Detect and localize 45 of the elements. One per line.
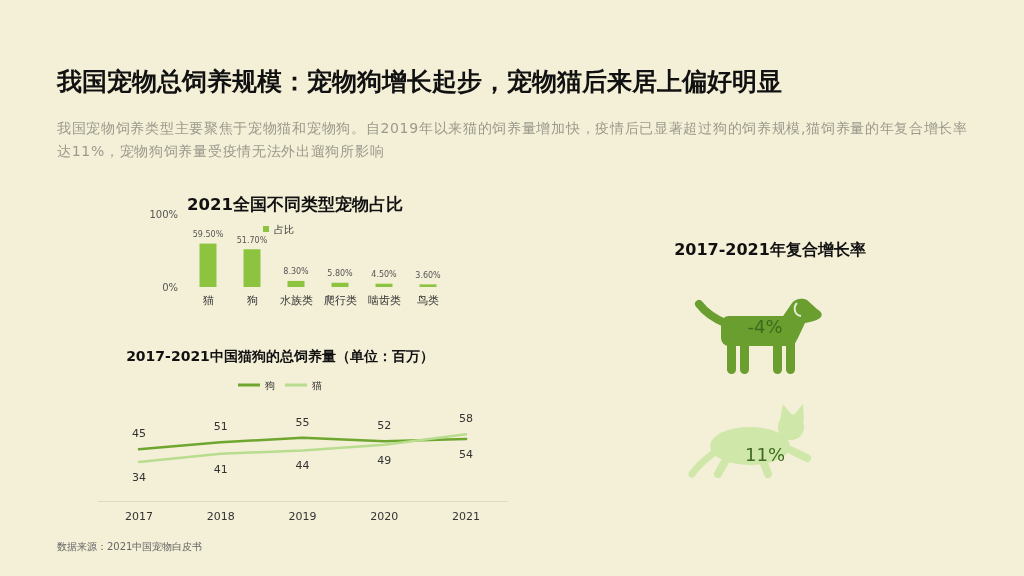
x-tick-label: 2021 xyxy=(452,510,481,523)
bar xyxy=(375,283,393,287)
data-label: 45 xyxy=(131,427,146,441)
x-tick-label: 2020 xyxy=(370,510,399,523)
data-label: 58 xyxy=(459,412,474,426)
x-tick-label: 狗 xyxy=(246,294,258,307)
legend-label: 狗 xyxy=(265,379,275,391)
text: 2017-2021年复合增长率 xyxy=(673,240,867,261)
text: 我国宠物饲养类型主要聚焦于宠物猫和宠物狗。自2019年以来猫的饲养量增加快，疫情后已显著超过狗的饲养规模,猫饲养量的年复合增长率达11%，宠物狗饲养量受疫情无法外出遛狗所影响 xyxy=(57,119,969,161)
data-label: 3.60% xyxy=(415,270,442,280)
data-label: 8.30% xyxy=(283,267,310,277)
bar xyxy=(419,284,437,287)
data-label: 44 xyxy=(295,459,310,473)
x-tick-label: 2019 xyxy=(288,510,317,523)
y-tick-label: 100% xyxy=(149,208,178,220)
data-label: 34 xyxy=(131,470,146,484)
legend-label: 占比 xyxy=(274,223,294,235)
x-tick-label: 水族类 xyxy=(279,294,313,307)
text: 我国宠物总饲养规模：宠物狗增长起步，宠物猫后来居上偏好明显 xyxy=(57,66,782,98)
data-label: 54 xyxy=(459,447,474,461)
data-label: 59.50% xyxy=(192,230,224,240)
bar xyxy=(331,282,349,287)
bar xyxy=(287,280,305,287)
x-tick-label: 啮齿类 xyxy=(367,294,401,307)
data-label: 51.70% xyxy=(236,235,268,245)
bar xyxy=(243,249,261,287)
chart-title: 2021全国不同类型宠物占比 xyxy=(187,195,403,214)
source-note: 数据来源：2021中国宠物白皮书 xyxy=(57,540,203,554)
text: 11% xyxy=(744,443,786,467)
legend-label: 猫 xyxy=(312,379,322,391)
x-tick-label: 2018 xyxy=(206,510,235,523)
data-label: 4.50% xyxy=(371,270,398,280)
x-tick-label: 爬行类 xyxy=(323,294,357,307)
x-tick-label: 鸟类 xyxy=(417,294,439,307)
chart-title: 2017-2021中国猫狗的总饲养量（单位：百万） xyxy=(126,348,434,364)
data-label: 41 xyxy=(213,462,228,476)
data-label: 5.80% xyxy=(327,269,354,279)
bar xyxy=(199,243,217,287)
data-label: 55 xyxy=(295,415,310,429)
y-tick-label: 0% xyxy=(162,281,178,293)
x-tick-label: 猫 xyxy=(202,294,214,307)
data-label: 52 xyxy=(377,419,392,433)
data-label: 51 xyxy=(213,420,228,434)
x-tick-label: 2017 xyxy=(124,510,153,523)
data-label: 49 xyxy=(377,453,392,467)
